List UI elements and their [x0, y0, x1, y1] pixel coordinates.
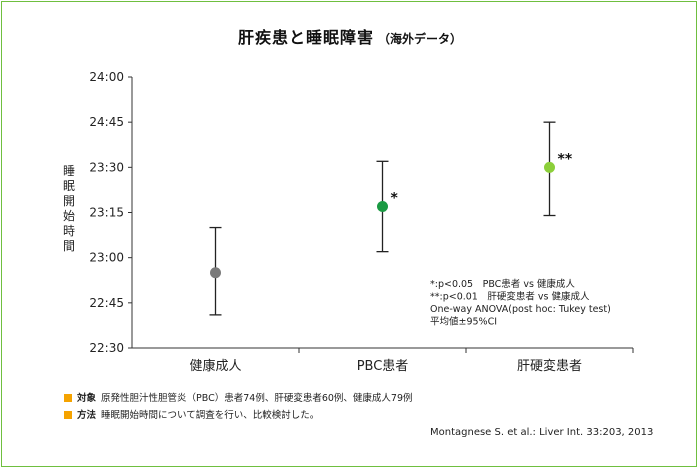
chart-title: 肝疾患と睡眠障害 （海外データ）	[0, 24, 700, 48]
note-subjects-key: 対象	[77, 393, 97, 404]
data-point	[210, 267, 221, 279]
note-subjects-text: 原発性胆汁性胆管炎（PBC）患者74例、肝硬変患者60例、健康成人79例	[101, 393, 413, 404]
y-tick-label: 22:45	[89, 296, 124, 310]
title-sub: （海外データ）	[378, 32, 463, 46]
x-tick-label: PBC患者	[357, 359, 409, 374]
x-tick-label: 健康成人	[189, 358, 241, 374]
stat-annotation: 平均値±95%CI	[430, 316, 497, 328]
data-point	[544, 161, 555, 173]
x-tick-label: 肝硬変患者	[517, 358, 582, 374]
bullet-icon	[64, 410, 72, 419]
note-method: 方法 睡眠開始時間について調査を行い、比較検討した。	[64, 407, 413, 424]
note-method-key: 方法	[77, 410, 97, 421]
y-tick-label: 23:00	[89, 251, 124, 265]
y-tick-label: 23:15	[89, 206, 124, 220]
y-tick-label: 24:45	[89, 115, 124, 129]
y-tick-label: 22:30	[89, 341, 124, 355]
data-point	[377, 200, 388, 212]
significance-mark: *	[391, 190, 399, 206]
citation: Montagnese S. et al.: Liver Int. 33:203,…	[430, 427, 654, 438]
bullet-icon	[64, 393, 72, 402]
y-tick-label: 24:00	[89, 70, 124, 84]
notes: 対象 原発性胆汁性胆管炎（PBC）患者74例、肝硬変患者60例、健康成人79例 方…	[64, 390, 413, 424]
stat-annotation: One-way ANOVA(post hoc: Tukey test)	[430, 304, 611, 315]
title-main: 肝疾患と睡眠障害	[237, 28, 374, 47]
significance-mark: **	[558, 151, 573, 167]
stat-annotation: **:p<0.01 肝硬変患者 vs 健康成人	[430, 291, 590, 303]
note-method-text: 睡眠開始時間について調査を行い、比較検討した。	[101, 410, 320, 421]
y-tick-label: 23:30	[89, 160, 124, 174]
stat-annotation: *:p<0.05 PBC患者 vs 健康成人	[430, 278, 575, 290]
note-subjects: 対象 原発性胆汁性胆管炎（PBC）患者74例、肝硬変患者60例、健康成人79例	[64, 390, 413, 407]
y-axis-label: 睡眠開始時間	[62, 164, 75, 253]
